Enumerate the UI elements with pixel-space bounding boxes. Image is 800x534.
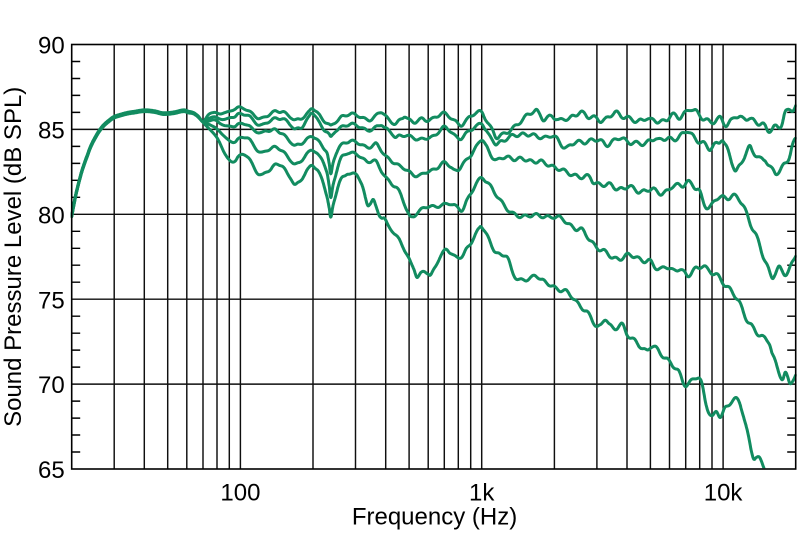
svg-text:75: 75 bbox=[38, 287, 65, 314]
svg-text:Frequency (Hz): Frequency (Hz) bbox=[352, 504, 517, 531]
svg-text:100: 100 bbox=[220, 480, 260, 507]
svg-text:80: 80 bbox=[38, 202, 65, 229]
svg-text:1k: 1k bbox=[469, 480, 495, 507]
svg-text:70: 70 bbox=[38, 372, 65, 399]
svg-text:65: 65 bbox=[38, 457, 65, 484]
svg-text:85: 85 bbox=[38, 118, 65, 145]
svg-text:90: 90 bbox=[38, 33, 65, 60]
svg-text:10k: 10k bbox=[704, 480, 744, 507]
svg-text:Sound Pressure Level (dB SPL): Sound Pressure Level (dB SPL) bbox=[0, 87, 27, 427]
